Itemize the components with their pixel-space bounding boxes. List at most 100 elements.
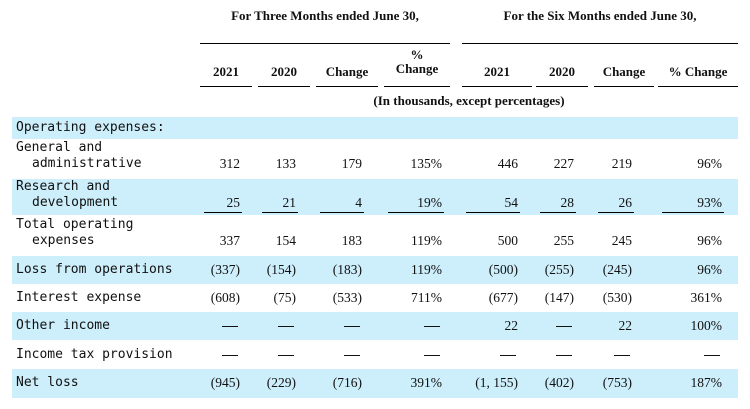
row-label-line2: expenses bbox=[32, 233, 95, 248]
value-cell: 96% bbox=[697, 233, 722, 248]
col-header-2020-s: 2020 bbox=[549, 64, 575, 79]
value-cell: (753) bbox=[602, 375, 632, 390]
value-cell: 154 bbox=[275, 233, 296, 248]
value-dash: — bbox=[278, 355, 294, 356]
value-dash: — bbox=[344, 355, 360, 356]
value-cell: 245 bbox=[611, 233, 632, 248]
value-underline bbox=[662, 212, 724, 213]
value-underline bbox=[262, 212, 298, 213]
value-underline bbox=[388, 212, 444, 213]
value-cell: 500 bbox=[497, 233, 518, 248]
header-rule-three bbox=[200, 43, 450, 44]
value-cell: 96% bbox=[697, 262, 722, 277]
row-label-line1: General and bbox=[16, 140, 103, 155]
value-cell: 19% bbox=[417, 195, 442, 210]
value-cell: 119% bbox=[411, 262, 442, 277]
value-dash: — bbox=[222, 326, 238, 327]
row-label-research-dev: Research and development bbox=[16, 179, 118, 211]
row-label-line2: development bbox=[32, 195, 119, 210]
value-cell: 227 bbox=[553, 156, 574, 171]
value-cell: (530) bbox=[602, 290, 632, 305]
value-dash: — bbox=[704, 355, 720, 356]
value-cell: (945) bbox=[210, 375, 240, 390]
value-cell: (533) bbox=[332, 290, 362, 305]
row-label-line1: Research and bbox=[16, 179, 110, 194]
value-cell: (716) bbox=[332, 375, 362, 390]
col-rule-2020-q bbox=[258, 86, 310, 87]
row-label-line1: Total operating bbox=[16, 217, 134, 232]
value-dash: — bbox=[278, 326, 294, 327]
col-header-2021-q: 2021 bbox=[213, 64, 239, 79]
value-cell: 22 bbox=[504, 318, 519, 333]
value-underline bbox=[598, 212, 634, 213]
value-underline bbox=[320, 212, 364, 213]
value-cell: (154) bbox=[266, 262, 296, 277]
row-band-loss bbox=[12, 256, 738, 284]
value-cell: (255) bbox=[544, 262, 574, 277]
row-label-general-admin: General and administrative bbox=[16, 140, 142, 172]
value-cell: 183 bbox=[341, 233, 362, 248]
row-label-other-income: Other income bbox=[16, 318, 110, 333]
section-label-operating-expenses: Operating expenses: bbox=[16, 120, 165, 135]
pct-change-line2: Change bbox=[395, 61, 439, 76]
value-dash: — bbox=[222, 355, 238, 356]
row-band-rd bbox=[12, 179, 738, 215]
col-rule-pct-q bbox=[384, 86, 450, 87]
value-cell: 54 bbox=[504, 195, 519, 210]
row-label-income-tax: Income tax provision bbox=[16, 347, 173, 362]
value-cell: (183) bbox=[332, 262, 362, 277]
value-cell: 391% bbox=[410, 375, 443, 390]
value-cell: (229) bbox=[266, 375, 296, 390]
col-header-pct-change-s: % Change bbox=[668, 64, 728, 79]
value-cell: 96% bbox=[697, 156, 722, 171]
value-cell: 255 bbox=[553, 233, 574, 248]
value-cell: (1, 155) bbox=[475, 375, 518, 390]
value-dash: — bbox=[556, 326, 572, 327]
value-cell: (608) bbox=[210, 290, 240, 305]
value-dash: — bbox=[500, 355, 516, 356]
col-rule-2021-s bbox=[462, 86, 532, 87]
pct-change-line1: % bbox=[410, 47, 424, 62]
value-cell: 711% bbox=[411, 290, 442, 305]
col-rule-2020-s bbox=[536, 86, 588, 87]
value-cell: 93% bbox=[697, 195, 722, 210]
col-header-pct-change-q: % Change bbox=[384, 48, 450, 76]
col-header-change-q: Change bbox=[325, 64, 369, 79]
value-dash: — bbox=[424, 355, 440, 356]
value-cell: 337 bbox=[219, 233, 240, 248]
col-header-2020-q: 2020 bbox=[271, 64, 297, 79]
col-rule-change-s bbox=[594, 86, 654, 87]
row-label-line2: administrative bbox=[32, 156, 142, 171]
row-band-netloss bbox=[12, 369, 738, 398]
value-cell: 26 bbox=[618, 195, 633, 210]
col-rule-2021-q bbox=[200, 86, 252, 87]
value-cell: 133 bbox=[275, 156, 296, 171]
value-cell: 135% bbox=[410, 156, 443, 171]
value-cell: 100% bbox=[690, 318, 723, 333]
header-group-six-months: For the Six Months ended June 30, bbox=[503, 8, 697, 23]
value-cell: (677) bbox=[488, 290, 518, 305]
row-label-loss-operations: Loss from operations bbox=[16, 262, 173, 277]
value-cell: (402) bbox=[544, 375, 574, 390]
value-cell: 187% bbox=[690, 375, 723, 390]
value-underline bbox=[466, 212, 520, 213]
value-dash: — bbox=[556, 355, 572, 356]
col-header-change-s: Change bbox=[602, 64, 646, 79]
row-label-total-operating: Total operating expenses bbox=[16, 217, 133, 249]
col-rule-change-q bbox=[316, 86, 378, 87]
value-cell: (337) bbox=[210, 262, 240, 277]
value-cell: 4 bbox=[355, 195, 362, 210]
value-cell: (245) bbox=[602, 262, 632, 277]
value-cell: (75) bbox=[273, 290, 297, 305]
header-group-three-months: For Three Months ended June 30, bbox=[231, 8, 419, 23]
value-dash: — bbox=[344, 326, 360, 327]
row-label-interest-expense: Interest expense bbox=[16, 290, 142, 305]
header-subcaption: (In thousands, except percentages) bbox=[373, 93, 565, 108]
col-rule-pct-s bbox=[658, 86, 738, 87]
value-underline bbox=[540, 212, 576, 213]
value-cell: 446 bbox=[497, 156, 518, 171]
row-band-section bbox=[12, 117, 738, 139]
value-cell: 28 bbox=[560, 195, 575, 210]
value-cell: 312 bbox=[219, 156, 240, 171]
value-cell: (147) bbox=[544, 290, 574, 305]
